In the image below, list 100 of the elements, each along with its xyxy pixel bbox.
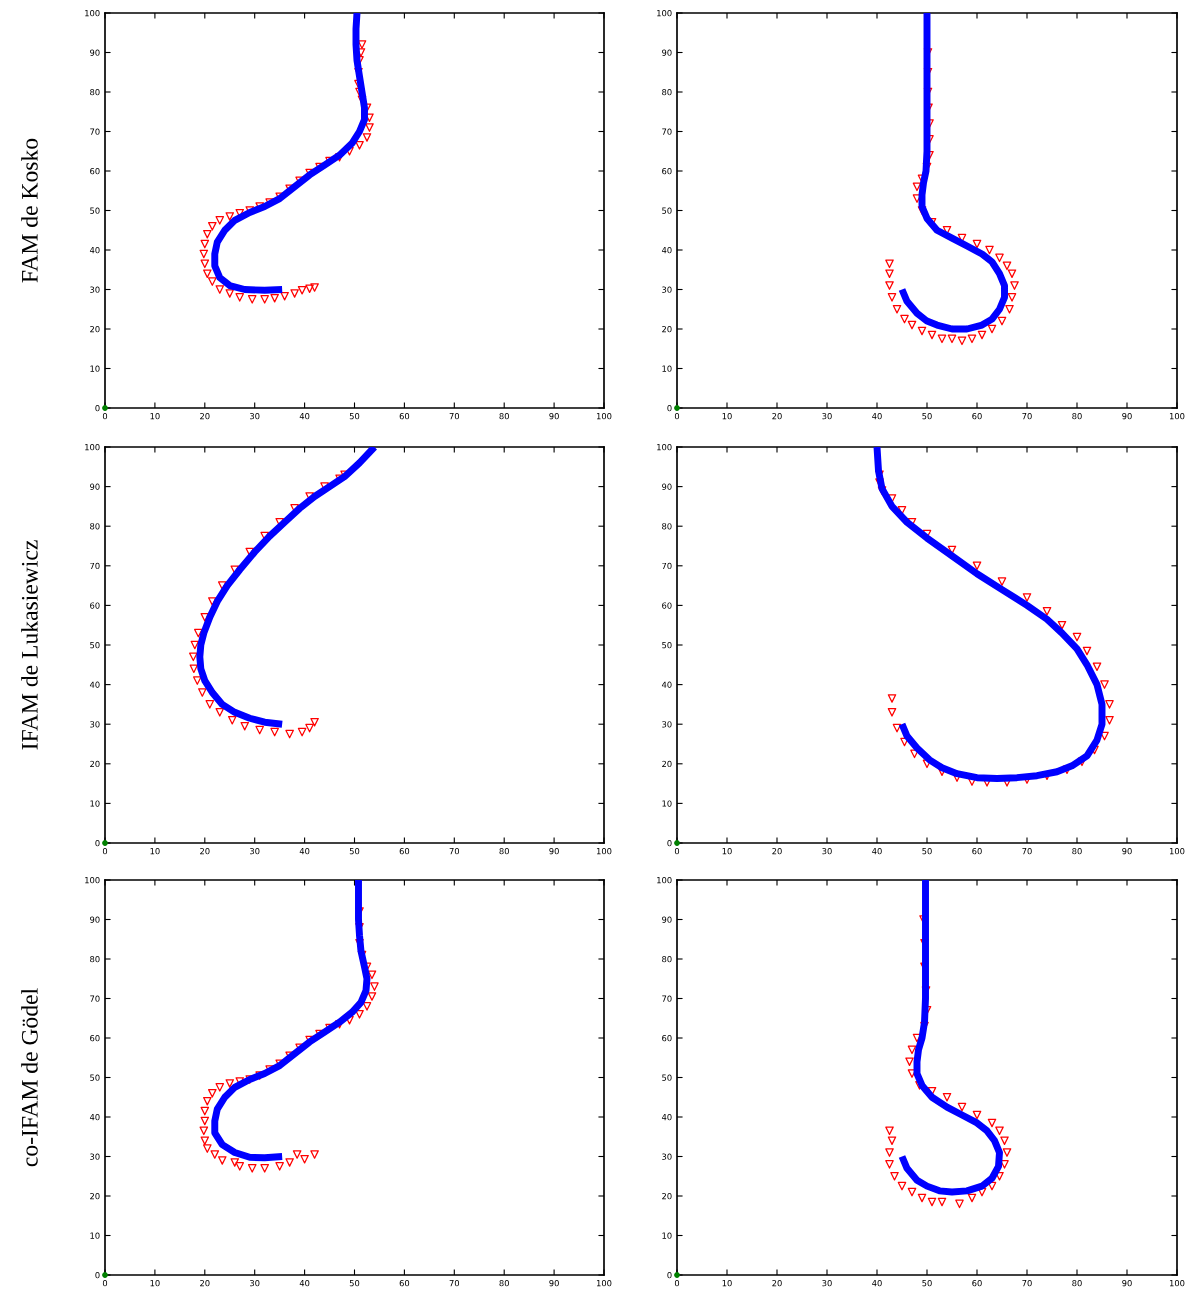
y-tick-label: 100	[657, 9, 672, 17]
y-tick-label: 90	[90, 483, 100, 490]
point	[198, 688, 207, 697]
point	[355, 1010, 364, 1019]
y-tick-label: 70	[662, 995, 672, 1002]
x-tick-label: 70	[449, 848, 460, 855]
y-tick-label: 50	[90, 1074, 100, 1081]
point	[885, 1148, 894, 1157]
y-tick-label: 30	[662, 1153, 672, 1160]
point	[370, 982, 379, 991]
point	[189, 652, 198, 662]
x-tick-label: 80	[499, 1280, 509, 1287]
x-tick-label: 30	[822, 848, 832, 855]
point	[892, 304, 902, 314]
point	[247, 1164, 257, 1173]
x-tick-label: 0	[102, 1280, 108, 1287]
point	[1092, 662, 1102, 672]
point	[967, 1193, 977, 1203]
y-tick-label: 60	[90, 602, 100, 609]
point	[1010, 281, 1019, 290]
point	[885, 1160, 894, 1169]
y-tick-label: 10	[90, 1232, 100, 1239]
x-tick-label: 90	[549, 848, 559, 855]
point	[355, 141, 364, 150]
point	[674, 1272, 680, 1278]
point	[215, 708, 225, 717]
point	[985, 245, 994, 255]
y-tick-label: 70	[90, 128, 100, 135]
y-tick-label: 20	[90, 1192, 100, 1200]
point	[310, 717, 319, 727]
y-tick-label: 40	[89, 1113, 100, 1121]
point	[202, 269, 212, 278]
y-tick-label: 50	[90, 641, 100, 649]
point	[995, 253, 1004, 263]
x-tick-label: 0	[674, 1280, 680, 1287]
x-tick-label: 10	[722, 1280, 732, 1287]
point	[887, 708, 897, 717]
point	[207, 277, 217, 286]
point	[942, 1092, 952, 1102]
point	[1002, 261, 1012, 271]
point	[937, 1197, 947, 1207]
point	[972, 1110, 982, 1120]
y-tick-label: 30	[90, 1153, 100, 1160]
y-tick-label: 50	[662, 641, 672, 649]
point	[887, 694, 897, 703]
point	[190, 640, 200, 650]
point	[885, 1126, 894, 1136]
point	[1005, 304, 1014, 314]
point	[1105, 700, 1114, 709]
x-tick-label: 0	[102, 848, 108, 855]
point	[215, 1083, 225, 1092]
y-tick-label: 30	[90, 286, 100, 293]
x-tick-label: 10	[150, 848, 160, 855]
x-tick-label: 30	[822, 413, 832, 420]
y-tick-label: 90	[662, 483, 672, 490]
point	[987, 324, 997, 334]
x-tick-label: 90	[1122, 848, 1132, 855]
point	[305, 284, 314, 294]
point	[207, 222, 217, 231]
y-tick-label: 0	[667, 1271, 672, 1279]
y-tick-label: 0	[667, 404, 672, 412]
point	[280, 291, 289, 301]
x-tick-label: 80	[1072, 848, 1082, 855]
y-tick-label: 20	[662, 325, 672, 333]
x-tick-label: 50	[349, 848, 360, 855]
point	[217, 1156, 227, 1165]
y-tick-label: 70	[90, 995, 100, 1002]
y-tick-label: 50	[662, 1074, 672, 1081]
point	[210, 1150, 220, 1159]
x-tick-label: 40	[299, 413, 310, 420]
y-tick-label: 40	[89, 246, 100, 254]
point	[200, 1116, 210, 1126]
y-tick-label: 0	[95, 839, 100, 847]
point	[674, 405, 680, 411]
y-tick-label: 10	[662, 1232, 672, 1239]
x-tick-label: 70	[449, 413, 460, 420]
point	[310, 283, 319, 292]
y-axis-title: FAM de Kosko	[21, 138, 38, 283]
point	[300, 1154, 309, 1164]
point	[997, 577, 1007, 586]
x-tick-label: 80	[499, 848, 509, 855]
point	[365, 123, 374, 132]
x-tick-label: 0	[674, 848, 680, 855]
y-tick-label: 60	[662, 602, 672, 609]
point	[1007, 293, 1017, 302]
point	[367, 970, 377, 980]
y-tick-label: 80	[90, 955, 100, 963]
y-axis-title: co-IFAM de Gödel	[21, 988, 38, 1167]
y-tick-label: 20	[90, 325, 100, 333]
x-tick-label: 90	[1122, 1280, 1132, 1287]
point	[987, 1118, 997, 1128]
point	[200, 1136, 210, 1145]
point	[885, 269, 894, 278]
point	[297, 727, 307, 737]
x-tick-label: 70	[1022, 848, 1032, 855]
point	[1022, 593, 1032, 602]
x-tick-label: 10	[150, 1280, 160, 1287]
x-tick-label: 60	[972, 1280, 982, 1287]
x-tick-label: 40	[872, 413, 882, 420]
y-tick-label: 0	[95, 1271, 100, 1279]
